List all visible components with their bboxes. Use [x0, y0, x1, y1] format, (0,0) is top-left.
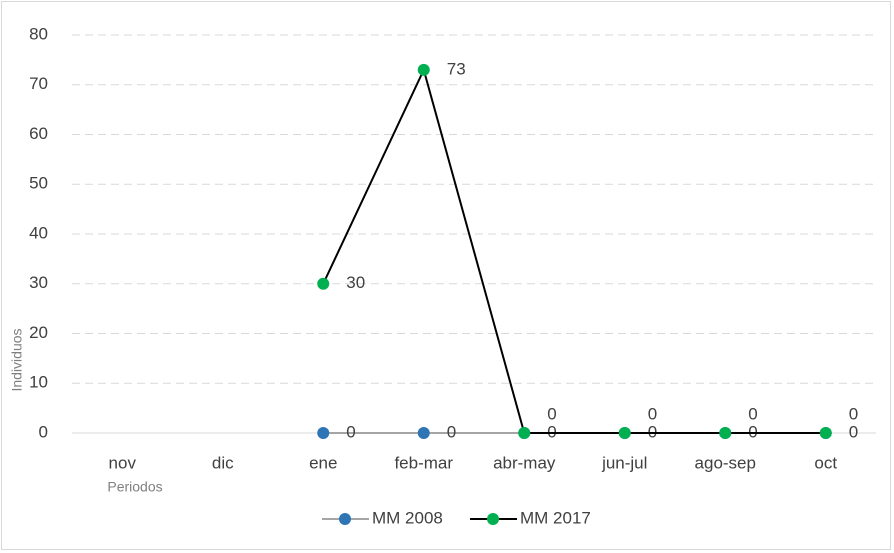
y-tick-label: 10	[29, 373, 48, 392]
marker	[417, 427, 430, 439]
x-tick-label: dic	[212, 453, 234, 472]
data-label: 0	[648, 404, 657, 423]
y-tick-label: 50	[29, 174, 48, 193]
marker	[417, 63, 430, 76]
legend-label: MM 2017	[520, 508, 591, 527]
marker	[618, 427, 631, 439]
legend-marker	[487, 513, 499, 525]
data-label: 0	[748, 404, 757, 423]
data-label: 0	[648, 422, 657, 441]
data-label: 0	[748, 422, 757, 441]
x-tick-label: abr-may	[493, 453, 556, 472]
x-tick-label: ene	[309, 453, 337, 472]
x-axis-label: Periodos	[107, 479, 162, 495]
data-label: 0	[547, 422, 556, 441]
data-label: 0	[849, 422, 858, 441]
y-tick-label: 40	[29, 223, 48, 242]
marker	[317, 427, 330, 439]
x-tick-label: nov	[109, 453, 137, 472]
data-label: 0	[447, 422, 456, 441]
series-line	[322, 66, 826, 434]
marker	[719, 427, 732, 439]
data-label: 73	[447, 59, 466, 78]
y-tick-label: 30	[29, 273, 48, 292]
marker	[317, 277, 330, 290]
y-tick-label: 20	[29, 323, 48, 342]
x-tick-label: oct	[814, 453, 837, 472]
y-tick-label: 0	[39, 422, 48, 441]
data-label: 0	[346, 422, 355, 441]
x-tick-label: feb-mar	[394, 453, 453, 472]
x-tick-label: jun-jul	[601, 453, 647, 472]
y-tick-label: 60	[29, 124, 48, 143]
y-tick-label: 70	[29, 74, 48, 93]
y-tick-label: 80	[29, 24, 48, 43]
data-label: 0	[849, 404, 858, 423]
y-axis-label: Individuos	[9, 328, 25, 391]
x-tick-label: ago-sep	[695, 453, 756, 472]
legend-marker	[339, 513, 351, 525]
marker	[518, 427, 531, 439]
data-label: 0	[547, 404, 556, 423]
data-label: 30	[346, 273, 365, 292]
legend-label: MM 2008	[372, 508, 443, 527]
marker	[819, 427, 832, 439]
